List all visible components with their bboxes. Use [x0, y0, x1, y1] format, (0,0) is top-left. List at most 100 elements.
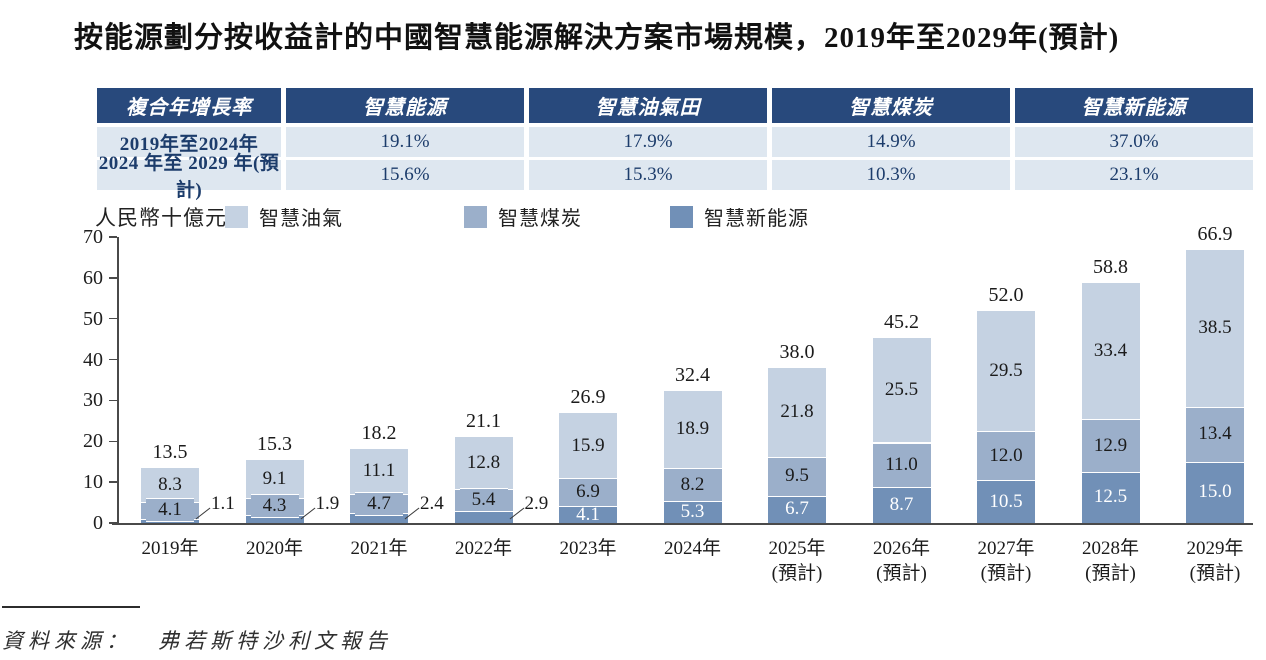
- cagr-value: 14.9%: [772, 127, 1010, 157]
- bar-new-energy-label: 6.7: [785, 498, 809, 520]
- x-axis-forecast-sublabel: (預計): [771, 563, 823, 584]
- cagr-table-header-row: 複合年增長率 智慧能源 智慧油氣田 智慧煤炭 智慧新能源: [97, 88, 1253, 123]
- bar-total-label: 26.9: [570, 386, 606, 409]
- bar-segment-new-energy: [1186, 461, 1244, 523]
- x-axis-line: [112, 523, 1253, 525]
- x-axis-category-label: 2029年 (預計): [1150, 536, 1266, 586]
- x-axis-category-label: 2024年: [663, 538, 721, 559]
- cagr-value: 15.6%: [286, 160, 524, 190]
- bar-oil-gas-label: 38.5: [1198, 317, 1232, 339]
- source-divider: [2, 606, 140, 608]
- x-axis-forecast-sublabel: (預計): [1189, 563, 1241, 584]
- bar-oil-gas-label: 18.9: [675, 418, 710, 440]
- x-axis-category-label: 2019年: [141, 538, 199, 559]
- bar-oil-gas-label: 12.8: [466, 451, 501, 473]
- cagr-value: 17.9%: [529, 127, 767, 157]
- source-text: 弗若斯特沙利文報告: [158, 629, 392, 653]
- x-axis-category-label: 2028年 (預計): [1046, 536, 1176, 586]
- bar-coal-label: 12.0: [989, 444, 1023, 466]
- bar-segment-oil-gas: [977, 310, 1035, 432]
- page-title: 按能源劃分按收益計的中國智慧能源解決方案市場規模，2019年至2029年(預計): [74, 22, 1120, 54]
- bar-oil-gas-label: 8.3: [158, 473, 182, 495]
- bar-oil-gas-label: 25.5: [884, 379, 919, 401]
- y-axis-line: [117, 237, 119, 523]
- y-axis-tick: [109, 481, 117, 483]
- y-axis-tick-label: 20: [83, 430, 103, 453]
- y-axis-tick: [109, 277, 117, 279]
- legend-swatch-new-energy-icon: [670, 205, 693, 228]
- bar-new-energy-label: 1.1: [211, 493, 235, 514]
- bar-coal-label: 4.7: [355, 491, 403, 516]
- bar-segment-new-energy: [559, 506, 617, 523]
- cagr-header-cell: 智慧油氣田: [529, 88, 767, 123]
- bar-new-energy-label: 2.4: [420, 493, 444, 514]
- x-axis-category-label: 2027年 (預計): [941, 536, 1071, 586]
- bar-segment-coal: [663, 467, 722, 502]
- bar-segment-oil-gas: [559, 413, 617, 479]
- y-axis-tick-label: 30: [83, 389, 103, 412]
- bar-new-energy-label: 5.3: [680, 501, 705, 523]
- cagr-value: 37.0%: [1015, 127, 1253, 157]
- y-axis-tick: [109, 358, 117, 361]
- cagr-header-cell: 複合年增長率: [97, 88, 281, 123]
- cagr-header-cell: 智慧能源: [286, 88, 524, 123]
- bar-coal-label: 12.9: [1093, 434, 1128, 456]
- source-label: 資料來源：: [2, 629, 132, 653]
- legend-label: 智慧新能源: [704, 208, 809, 230]
- bar-segment-coal: [872, 442, 931, 488]
- bar-total-label: 38.0: [779, 340, 815, 363]
- bar-new-energy-label: 10.5: [989, 490, 1023, 512]
- bar-segment-oil-gas: [245, 460, 304, 498]
- bar-new-energy-label: 8.7: [889, 494, 914, 516]
- bar-segment-new-energy: [977, 480, 1035, 523]
- bar-coal-label: 11.0: [885, 453, 918, 475]
- x-axis-category-label: 2023年: [559, 538, 617, 559]
- bar-new-energy-label: 15.0: [1198, 481, 1232, 503]
- legend-label: 智慧油氣: [259, 208, 343, 230]
- bar-coal-label: 6.9: [576, 481, 600, 503]
- bar-coal-label: 9.5: [785, 465, 809, 487]
- x-axis-category-label: 2025年 (預計): [732, 536, 862, 586]
- legend-label: 智慧煤炭: [498, 208, 582, 230]
- cagr-value: 15.3%: [529, 160, 767, 190]
- bar-segment-new-energy: [1081, 471, 1140, 523]
- x-axis-category-label: 2020年: [245, 538, 303, 559]
- bar-new-energy-label: 12.5: [1093, 486, 1128, 508]
- bar-segment-new-energy: [663, 501, 722, 523]
- cagr-header-cell: 智慧新能源: [1015, 88, 1253, 123]
- bar-segment-oil-gas: [350, 448, 408, 494]
- x-axis-category-label: 2022年: [454, 538, 512, 559]
- bar-segment-oil-gas: [454, 436, 513, 490]
- legend-swatch-oil-gas-icon: [225, 205, 248, 228]
- bar-total-label: 66.9: [1197, 222, 1233, 245]
- cagr-value: 19.1%: [286, 127, 524, 157]
- cagr-table-row: 2024 年至 2029 年(預計) 15.6% 15.3% 10.3% 23.…: [97, 153, 1253, 201]
- bar-total-label: 21.1: [466, 409, 501, 432]
- cagr-table-row: 2019年至2024年 19.1% 17.9% 14.9% 37.0%: [97, 127, 1253, 157]
- bar-oil-gas-label: 21.8: [780, 401, 814, 423]
- y-axis-tick: [109, 399, 117, 402]
- y-axis-tick-label: 50: [83, 307, 103, 330]
- bar-segment-coal: [977, 431, 1035, 481]
- bar-coal-label: 13.4: [1198, 423, 1232, 445]
- cagr-value: 10.3%: [772, 160, 1010, 190]
- bar-segment-oil-gas: [768, 367, 826, 457]
- bar-total-label: 58.8: [1093, 255, 1128, 278]
- bar-oil-gas-label: 29.5: [989, 359, 1023, 381]
- bar-segment-coal: [768, 456, 826, 496]
- bar-segment-oil-gas: [1081, 282, 1140, 420]
- bar-coal-label: 8.2: [680, 473, 705, 495]
- y-axis-unit-label: 人民幣十億元: [95, 206, 227, 230]
- bar-total-label: 52.0: [988, 283, 1024, 306]
- stacked-bar-chart: 0 10 20 30 40 50 60 70 13.5 8.3 4.1 1.1 2019年 15.3 9.1…: [0, 223, 1266, 600]
- bar-oil-gas-label: 33.4: [1093, 339, 1128, 361]
- x-axis-category-label: 2021年: [350, 538, 408, 559]
- bar-new-energy-label: 4.1: [576, 503, 600, 525]
- legend-item-new-energy: 智慧新能源: [670, 202, 809, 231]
- x-axis-forecast-sublabel: (預計): [1085, 563, 1136, 584]
- source-line: 資料來源： 弗若斯特沙利文報告: [2, 625, 392, 655]
- bar-segment-coal: [1186, 406, 1244, 462]
- y-axis-tick: [109, 522, 117, 524]
- y-axis-tick-label: 40: [83, 348, 103, 371]
